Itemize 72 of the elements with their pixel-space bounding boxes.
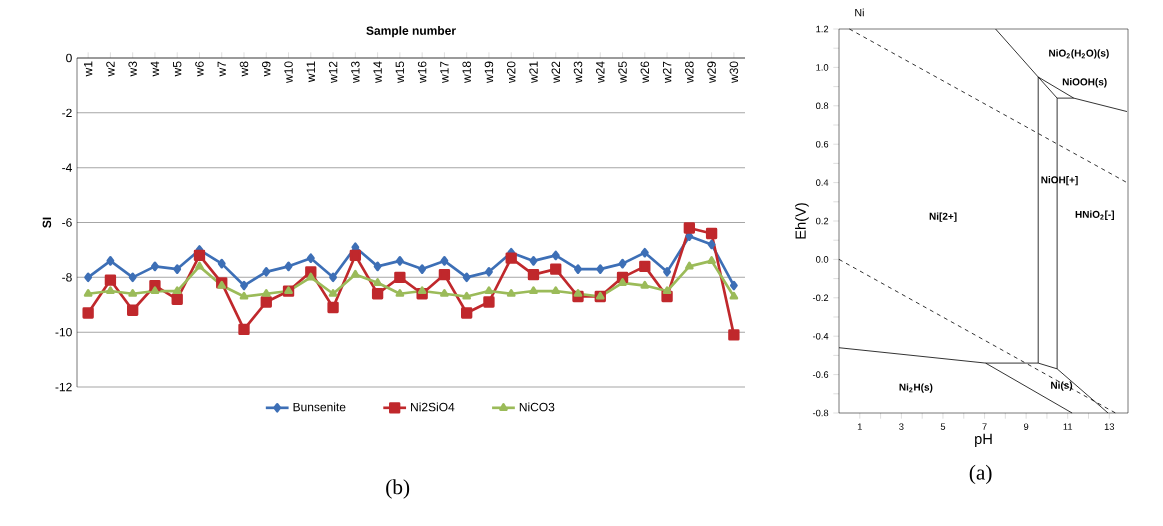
x-tick-label: w18 <box>462 61 471 84</box>
x-tick-label: w12 <box>328 61 338 84</box>
annotation: Ni[2+] <box>929 212 957 222</box>
x-tick-label: w30 <box>729 61 739 84</box>
x-tick-label: 1 <box>857 423 862 430</box>
annotation: Ni$_{2}$H(s) <box>899 383 933 393</box>
x-tick-label: w8 <box>239 61 249 77</box>
x-tick-label: w22 <box>551 61 560 84</box>
y-tick-label: -8 <box>62 273 72 282</box>
annotation: HNiO$_{2}$[-] <box>1075 210 1114 220</box>
x-tick-label: w19 <box>484 61 494 84</box>
x-tick-label: w24 <box>596 61 605 84</box>
y-tick-label: -10 <box>55 327 72 337</box>
x-tick-label: w13 <box>351 61 360 84</box>
x-tick-label: 11 <box>1063 423 1073 430</box>
annotation: NiOH[+] <box>1041 176 1078 186</box>
y-tick-label: 0.4 <box>815 179 829 186</box>
legend-label: NiCO3 <box>519 402 555 412</box>
y-tick-label: -2 <box>62 108 72 118</box>
x-tick-label: w26 <box>640 61 650 84</box>
x-tick-label: w4 <box>150 61 160 77</box>
x-tick-label: w21 <box>529 61 538 84</box>
x-tick-label: w6 <box>195 61 204 77</box>
y-tick-label: -12 <box>55 382 72 392</box>
y-axis-title: Eh(V) <box>795 203 809 239</box>
y-tick-label: -0.2 <box>812 294 829 302</box>
y-axis-title: SI <box>42 217 52 228</box>
x-tick-label: w9 <box>262 61 271 77</box>
annotation: NiO$_{2}$(H$_{2}$O)(s) <box>1049 49 1109 59</box>
x-tick-label: w10 <box>284 61 293 84</box>
x-tick-label: w15 <box>395 61 405 84</box>
legend-label: Bunsenite <box>293 402 346 412</box>
y-tick-label: -4 <box>62 163 72 172</box>
legend-label: Ni2SiO4 <box>411 402 455 412</box>
x-tick-label: w20 <box>506 61 516 84</box>
y-tick-label: -0.8 <box>812 409 829 417</box>
y-tick-label: -6 <box>62 218 72 227</box>
x-tick-label: w2 <box>106 61 115 77</box>
annotation: NiOOH(s) <box>1062 78 1107 88</box>
x-axis-title: Sample number <box>366 26 456 38</box>
x-tick-label: 3 <box>899 423 904 430</box>
x-tick-label: w5 <box>173 61 182 77</box>
y-tick-label: -0.4 <box>812 332 829 340</box>
x-tick-label: w23 <box>573 61 583 84</box>
chart-title: Ni <box>855 8 864 17</box>
y-tick-label: 1.0 <box>816 64 829 71</box>
x-tick-label: w17 <box>440 61 449 84</box>
text: (b) <box>386 479 410 499</box>
text: (a) <box>969 464 992 485</box>
y-tick-label: 0.8 <box>815 102 829 110</box>
x-tick-label: 13 <box>1104 423 1115 430</box>
x-tick-label: 5 <box>940 423 946 430</box>
x-tick-label: w14 <box>373 61 382 84</box>
y-tick-label: -0.6 <box>812 371 829 378</box>
x-tick-label: w29 <box>707 61 716 84</box>
y-tick-label: 0 <box>66 53 72 63</box>
y-tick-label: 0.2 <box>815 217 829 225</box>
x-tick-label: w25 <box>618 61 627 84</box>
x-tick-label: w1 <box>84 61 93 77</box>
x-tick-label: w11 <box>306 61 315 83</box>
x-tick-label: w7 <box>217 61 226 77</box>
annotation: Ni(s) <box>1051 381 1073 391</box>
x-tick-label: w16 <box>417 61 427 84</box>
y-tick-label: 0.6 <box>815 140 829 148</box>
y-tick-label: 1.2 <box>816 25 829 33</box>
x-tick-label: 9 <box>1023 423 1029 430</box>
x-axis-title: pH <box>975 433 992 447</box>
x-tick-label: 7 <box>982 423 987 430</box>
x-tick-label: w28 <box>685 61 694 84</box>
y-tick-label: 0.0 <box>815 256 829 263</box>
x-tick-label: w27 <box>662 61 672 84</box>
x-tick-label: w3 <box>128 61 137 77</box>
